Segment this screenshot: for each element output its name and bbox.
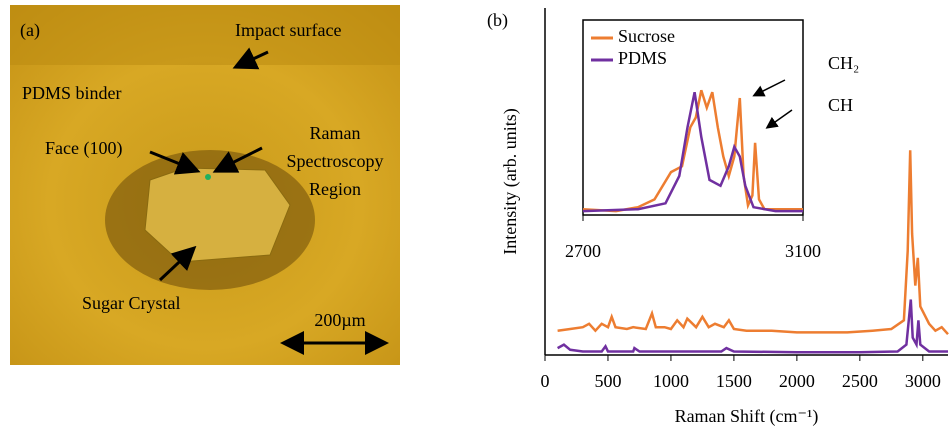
x-tick-label: 2700 xyxy=(565,241,601,261)
inset-frame xyxy=(582,19,804,216)
spectrum xyxy=(582,91,803,213)
scale-bar-label: 200µm xyxy=(314,310,365,330)
y-axis-label: Intensity (arb. units) xyxy=(500,108,521,254)
spectrum xyxy=(557,150,949,336)
spectrum xyxy=(582,89,803,213)
label: Region xyxy=(309,179,361,199)
x-tick-label: 3000 xyxy=(905,371,941,391)
x-tick-label: 2500 xyxy=(842,371,878,391)
annotation: CH₂ xyxy=(828,53,859,73)
x-tick-label: 1500 xyxy=(716,371,752,391)
label: Raman xyxy=(310,123,361,143)
legend-label: Sucrose xyxy=(618,26,675,46)
annotation-arrow xyxy=(765,109,793,129)
spot xyxy=(205,174,211,180)
panel-label: (a) xyxy=(20,20,40,41)
label: PDMS binder xyxy=(22,83,122,103)
label: Impact surface xyxy=(235,20,341,40)
x-tick-label: 500 xyxy=(594,371,621,391)
x-tick-label: 3100 xyxy=(785,241,821,261)
label: Sugar Crystal xyxy=(82,293,181,313)
photo-panel: (a) Impact surface PDMS binder Face (100… xyxy=(10,5,400,365)
label: Face (100) xyxy=(45,138,122,159)
x-axis-label: Raman Shift (cm⁻¹) xyxy=(675,406,819,427)
crystal xyxy=(144,167,291,263)
legend-label: PDMS xyxy=(618,48,667,68)
annotation-arrow xyxy=(752,79,786,97)
panel-label: (b) xyxy=(487,10,508,31)
annotation: CH xyxy=(828,95,853,115)
label: Spectroscopy xyxy=(287,151,384,171)
x-tick-label: 2000 xyxy=(779,371,815,391)
x-tick-label: 1000 xyxy=(653,371,689,391)
arrows xyxy=(149,47,389,355)
x-tick-label: 0 xyxy=(541,371,550,391)
photo-band xyxy=(10,5,400,65)
spectrum xyxy=(556,299,948,354)
